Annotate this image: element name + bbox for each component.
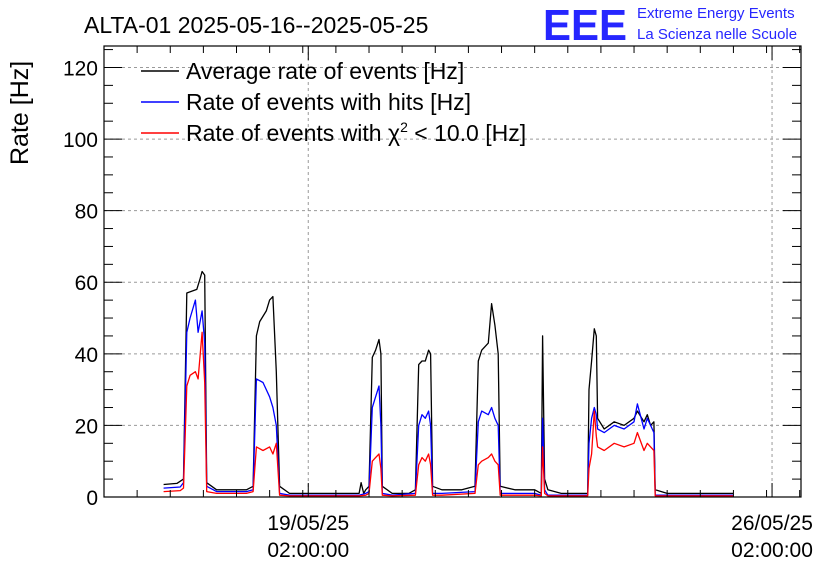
series-group bbox=[163, 270, 734, 497]
legend: Average rate of events [Hz] Rate of even… bbox=[141, 58, 526, 146]
y-tick-label: 40 bbox=[75, 344, 98, 367]
y-axis-label: Rate [Hz] bbox=[6, 61, 34, 165]
eee-logo: EEE Extreme Energy Events La Scienza nel… bbox=[543, 1, 797, 50]
grid bbox=[104, 46, 801, 497]
x-tick-label-date: 26/05/25 bbox=[731, 512, 813, 535]
series-average-line bbox=[163, 270, 734, 495]
axes: 0 20 40 60 80 100 120 19/05/25 02:00:00 26/05/25 0… bbox=[63, 45, 813, 562]
eee-logo-mark: EEE bbox=[543, 1, 627, 50]
x-tick-label-date: 19/05/25 bbox=[267, 512, 349, 535]
x-tick-label-time: 02:00:00 bbox=[267, 539, 349, 562]
eee-logo-line2: La Scienza nelle Scuole bbox=[637, 26, 797, 43]
y-tick-label: 80 bbox=[75, 201, 98, 224]
legend-label-average: Average rate of events [Hz] bbox=[186, 58, 464, 84]
chart-title: ALTA-01 2025-05-16--2025-05-25 bbox=[84, 12, 428, 38]
x-tick-label-time: 02:00:00 bbox=[731, 539, 813, 562]
legend-label-chi2: Rate of events with χ2 < 10.0 [Hz] bbox=[186, 119, 526, 146]
eee-logo-line1: Extreme Energy Events bbox=[637, 5, 795, 22]
y-tick-label: 0 bbox=[86, 487, 98, 510]
y-tick-label: 120 bbox=[63, 57, 98, 80]
series-chi2-line bbox=[163, 331, 734, 497]
y-tick-label: 100 bbox=[63, 129, 98, 152]
legend-label-hits: Rate of events with hits [Hz] bbox=[186, 89, 471, 115]
y-tick-label: 20 bbox=[75, 415, 98, 438]
y-tick-label: 60 bbox=[75, 272, 98, 295]
plot-frame bbox=[103, 45, 802, 498]
series-hits-line bbox=[163, 299, 734, 496]
